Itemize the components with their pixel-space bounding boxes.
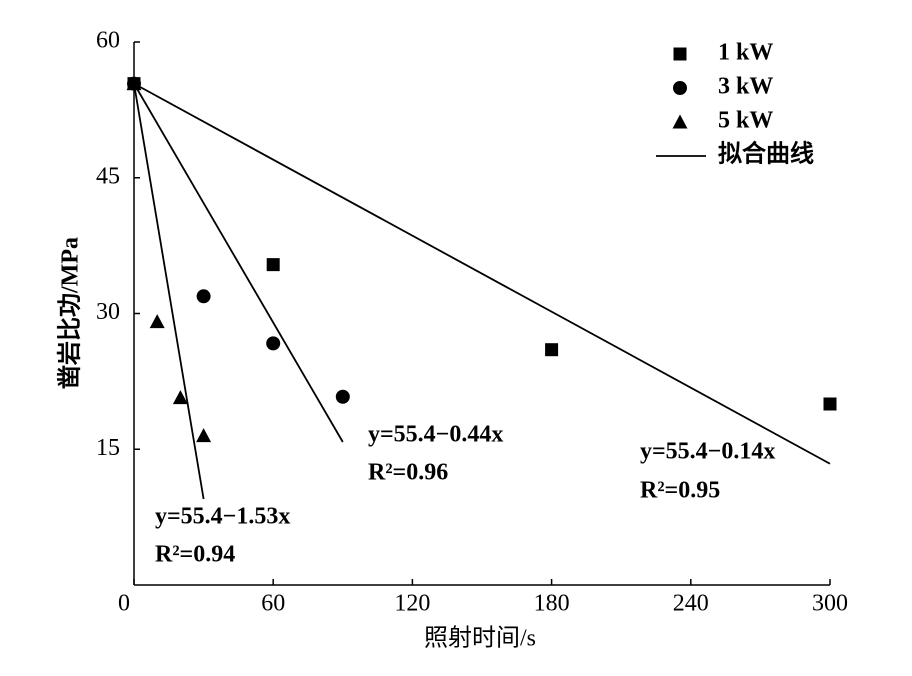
- legend-marker: [673, 81, 687, 95]
- data-point: [266, 258, 280, 272]
- x-axis-label: 照射时间/s: [424, 625, 536, 652]
- legend-label: 1 kW: [718, 40, 773, 66]
- x-tick-label: 300: [812, 591, 848, 617]
- fit-r2: R²=0.94: [155, 542, 235, 568]
- fit-equation: y=55.4−0.44x: [368, 422, 503, 448]
- y-axis-label: 凿岩比功/MPa: [57, 237, 84, 389]
- x-tick-label: 120: [394, 591, 430, 617]
- legend-label: 5 kW: [718, 108, 773, 134]
- fit-equation: y=55.4−1.53x: [155, 504, 290, 530]
- x-tick-label: 0: [118, 591, 130, 617]
- legend-marker: [673, 47, 687, 61]
- fit-r2: R²=0.96: [368, 460, 448, 486]
- fit-line: [133, 83, 344, 443]
- fit-r2: R²=0.95: [640, 478, 720, 504]
- y-tick-label: 60: [96, 28, 120, 54]
- data-point: [266, 336, 281, 351]
- y-tick-label: 15: [96, 435, 120, 461]
- data-point: [545, 343, 559, 357]
- data-point: [172, 390, 188, 405]
- legend-marker: [672, 114, 688, 129]
- legend-label: 拟合曲线: [718, 140, 814, 168]
- y-tick-label: 30: [96, 299, 120, 325]
- data-point: [196, 428, 212, 443]
- x-tick-label: 240: [673, 591, 709, 617]
- data-point: [126, 76, 142, 91]
- legend-label: 3 kW: [718, 74, 773, 100]
- data-point: [335, 389, 350, 404]
- x-tick-label: 60: [261, 591, 285, 617]
- fit-line: [133, 82, 831, 465]
- x-tick-label: 180: [534, 591, 570, 617]
- data-point: [823, 397, 837, 411]
- fit-equation: y=55.4−0.14x: [640, 439, 775, 465]
- data-point: [196, 289, 211, 304]
- y-tick-label: 45: [96, 163, 120, 189]
- data-point: [149, 314, 165, 329]
- fit-line: [133, 83, 205, 500]
